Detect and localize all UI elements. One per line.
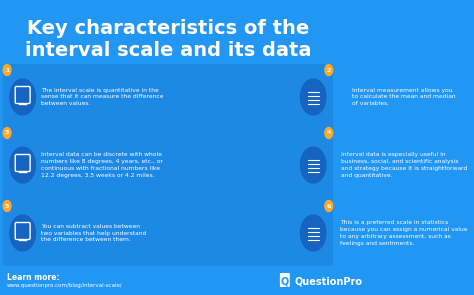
Text: 3: 3 <box>5 130 9 135</box>
FancyBboxPatch shape <box>167 127 333 203</box>
Text: Interval measurement allows you
to calculate the mean and median
of variables.: Interval measurement allows you to calcu… <box>352 88 456 106</box>
Circle shape <box>3 201 11 212</box>
Circle shape <box>301 215 326 251</box>
Circle shape <box>301 147 326 183</box>
Text: Learn more:: Learn more: <box>7 273 60 283</box>
Text: Key characteristics of the: Key characteristics of the <box>27 19 309 37</box>
FancyBboxPatch shape <box>167 64 333 130</box>
Text: 1: 1 <box>5 68 9 73</box>
Text: 2: 2 <box>327 68 331 73</box>
Circle shape <box>325 65 333 76</box>
Text: interval scale and its data: interval scale and its data <box>25 40 311 60</box>
Circle shape <box>325 201 333 212</box>
Circle shape <box>10 215 36 251</box>
Text: Interval data can be discrete with whole
numbers like 8 degrees, 4 years, etc., : Interval data can be discrete with whole… <box>41 152 163 178</box>
Text: QuestionPro: QuestionPro <box>295 276 363 286</box>
Text: Q: Q <box>281 276 289 286</box>
FancyBboxPatch shape <box>3 64 169 130</box>
Circle shape <box>3 65 11 76</box>
Circle shape <box>325 127 333 138</box>
Circle shape <box>3 127 11 138</box>
Text: 4: 4 <box>327 130 331 135</box>
Text: This is a preferred scale in statistics
because you can assign a numerical value: This is a preferred scale in statistics … <box>340 220 468 246</box>
Text: Interval data is especially useful in
business, social, and scientific analysis
: Interval data is especially useful in bu… <box>341 152 467 178</box>
Text: 5: 5 <box>5 204 9 209</box>
Circle shape <box>10 147 36 183</box>
Text: The interval scale is quantitative in the
sense that it can measure the differen: The interval scale is quantitative in th… <box>41 88 164 106</box>
Circle shape <box>10 79 36 115</box>
FancyBboxPatch shape <box>3 200 169 266</box>
Text: www.questionpro.com/blog/interval-scale/: www.questionpro.com/blog/interval-scale/ <box>7 283 123 288</box>
FancyBboxPatch shape <box>3 127 169 203</box>
FancyBboxPatch shape <box>167 200 333 266</box>
FancyBboxPatch shape <box>280 273 290 287</box>
Text: 6: 6 <box>327 204 331 209</box>
Text: You can subtract values between
two variables that help understand
the differenc: You can subtract values between two vari… <box>41 224 146 242</box>
Circle shape <box>301 79 326 115</box>
